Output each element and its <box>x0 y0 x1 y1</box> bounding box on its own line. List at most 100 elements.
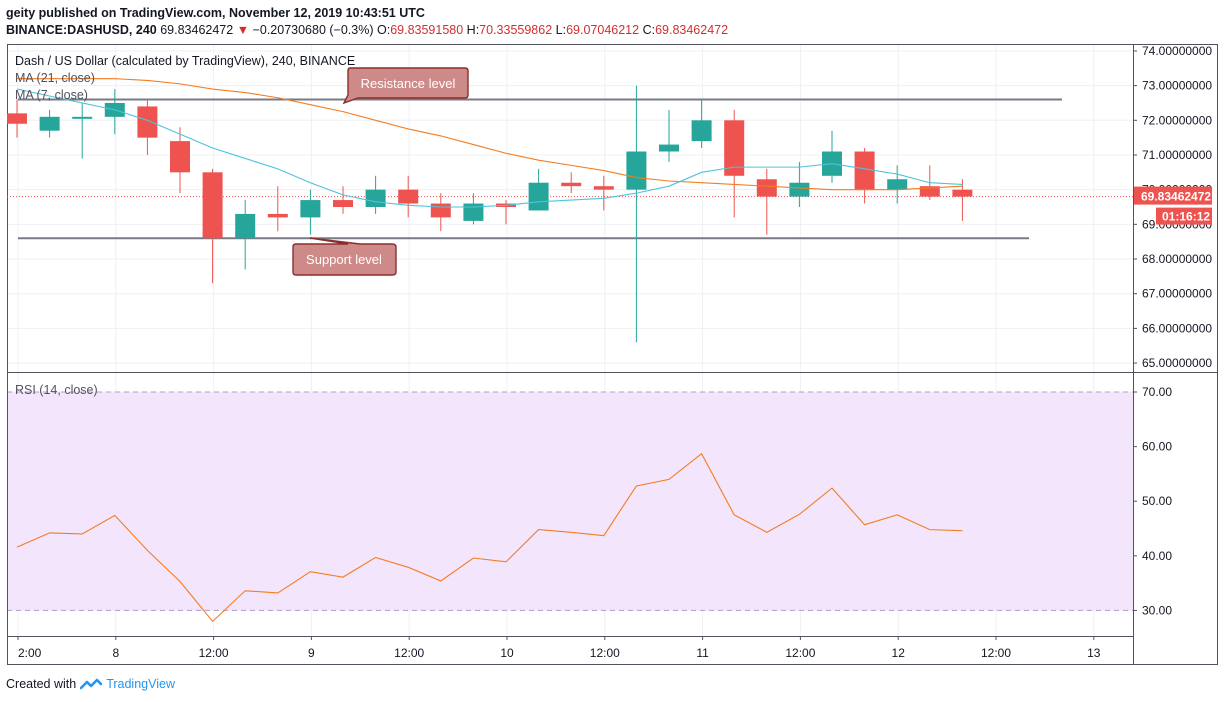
ohlc-bar: BINANCE:DASHUSD, 240 69.83462472 ▼ −0.20… <box>6 23 728 37</box>
tradingview-brand[interactable]: TradingView <box>106 677 175 691</box>
candle-body <box>463 203 484 221</box>
candles[interactable] <box>7 85 973 343</box>
candle-body <box>593 186 614 190</box>
symbol-label: BINANCE:DASHUSD, 240 <box>6 23 157 37</box>
legend-ma21: MA (21, close) <box>15 71 95 85</box>
candle-body <box>235 213 256 239</box>
candle-body <box>659 144 679 152</box>
candle-body <box>398 189 419 204</box>
candle <box>528 168 549 211</box>
candle <box>7 99 27 138</box>
high-label: H: <box>466 23 480 37</box>
publish-info-text: geity published on TradingView.com, Nove… <box>6 6 425 20</box>
down-arrow-icon: ▼ <box>236 23 250 37</box>
rsi-tick-label: 40.00 <box>1142 549 1172 563</box>
rsi-tick-label: 60.00 <box>1142 440 1172 454</box>
low-label: L: <box>555 23 567 37</box>
time-tick-label: 11 <box>696 646 709 660</box>
countdown-label: 01:16:12 <box>1162 210 1210 224</box>
candle <box>561 172 582 194</box>
candle-body <box>952 189 973 197</box>
rsi-title: RSI (14, close) <box>15 383 98 397</box>
price-tick-label: 65.00000000 <box>1142 356 1212 370</box>
candle-body <box>756 179 777 197</box>
rsi-band-fill <box>7 392 1133 611</box>
change-value: −0.20730680 (−0.3%) <box>252 23 374 37</box>
candle-body <box>7 113 27 124</box>
ma21-line <box>17 78 963 191</box>
close-label: C: <box>642 23 656 37</box>
candle <box>496 200 516 225</box>
axes: 74.00000000 73.00000000 72.00000000 71.0000… <box>17 44 1212 660</box>
callouts: Resistance level Support level <box>292 67 469 276</box>
candle <box>430 193 451 232</box>
created-with-label: Created with <box>6 677 77 691</box>
candle <box>365 175 386 214</box>
candle <box>170 127 190 194</box>
outer-frame <box>7 44 1218 665</box>
candle <box>756 168 777 235</box>
candle <box>333 186 353 214</box>
price-tick-label: 67.00000000 <box>1142 287 1212 301</box>
open-label: O: <box>376 23 391 37</box>
candle <box>72 102 93 159</box>
candle <box>854 148 875 204</box>
current-price-badge <box>1134 186 1212 205</box>
candle <box>626 85 647 343</box>
time-tick-label: 8 <box>112 646 119 660</box>
time-tick-label: 12:00 <box>981 646 1011 660</box>
price-tick-label: 74.00000000 <box>1142 44 1212 58</box>
time-tick-label: 12:00 <box>590 646 620 660</box>
time-tick-label: 12:00 <box>785 646 815 660</box>
candle <box>137 99 158 155</box>
candle <box>952 179 973 221</box>
candle <box>659 109 679 162</box>
candle-body <box>691 120 712 142</box>
candle-body <box>919 186 940 197</box>
publish-info: geity published on TradingView.com, Nove… <box>6 6 425 20</box>
price-tick-label: 66.00000000 <box>1142 321 1212 335</box>
resistance-callout-label: Resistance level <box>361 76 456 91</box>
moving-averages <box>16 78 963 208</box>
candle <box>235 200 256 270</box>
time-tick-label: 9 <box>308 646 315 660</box>
candle <box>691 99 712 149</box>
candle-body <box>170 141 190 173</box>
legend-ma7: MA (7, close) <box>15 88 88 102</box>
candle <box>398 175 419 218</box>
candle-body <box>626 151 647 190</box>
time-tick-label: 2:00 <box>18 646 42 660</box>
resistance-callout-box <box>342 67 469 105</box>
levels <box>7 98 1133 240</box>
time-tick-label: 10 <box>500 646 514 660</box>
rsi-tick-label: 70.00 <box>1142 385 1172 399</box>
candle <box>267 186 288 232</box>
candle <box>39 109 60 138</box>
candle-body <box>854 151 875 190</box>
candle-body <box>72 116 93 119</box>
candle-body <box>561 182 582 187</box>
candle-body <box>39 116 60 131</box>
countdown-badge <box>1156 207 1212 225</box>
time-tick-label: 12:00 <box>394 646 424 660</box>
high-value: 70.33559862 <box>479 23 553 37</box>
time-tick-label: 12 <box>892 646 906 660</box>
candle-body <box>333 200 353 207</box>
chart-frame <box>7 44 1218 665</box>
rsi-tick-label: 50.00 <box>1142 494 1172 508</box>
candle-body <box>789 182 810 197</box>
rsi-tick-label: 30.00 <box>1142 603 1172 617</box>
tradingview-logo-icon <box>80 678 103 690</box>
candle-body <box>430 203 451 218</box>
candle <box>202 168 223 284</box>
candle-body <box>887 179 908 190</box>
rsi-band <box>7 391 1133 611</box>
last-price: 69.83462472 <box>160 23 234 37</box>
price-tick-label: 68.00000000 <box>1142 252 1212 266</box>
time-tick-label: 12:00 <box>199 646 229 660</box>
footer: Created with TradingView <box>6 677 175 691</box>
time-tick-label: 13 <box>1087 646 1101 660</box>
candle-body <box>300 200 321 218</box>
chart-title: Dash / US Dollar (calculated by TradingV… <box>15 54 355 68</box>
